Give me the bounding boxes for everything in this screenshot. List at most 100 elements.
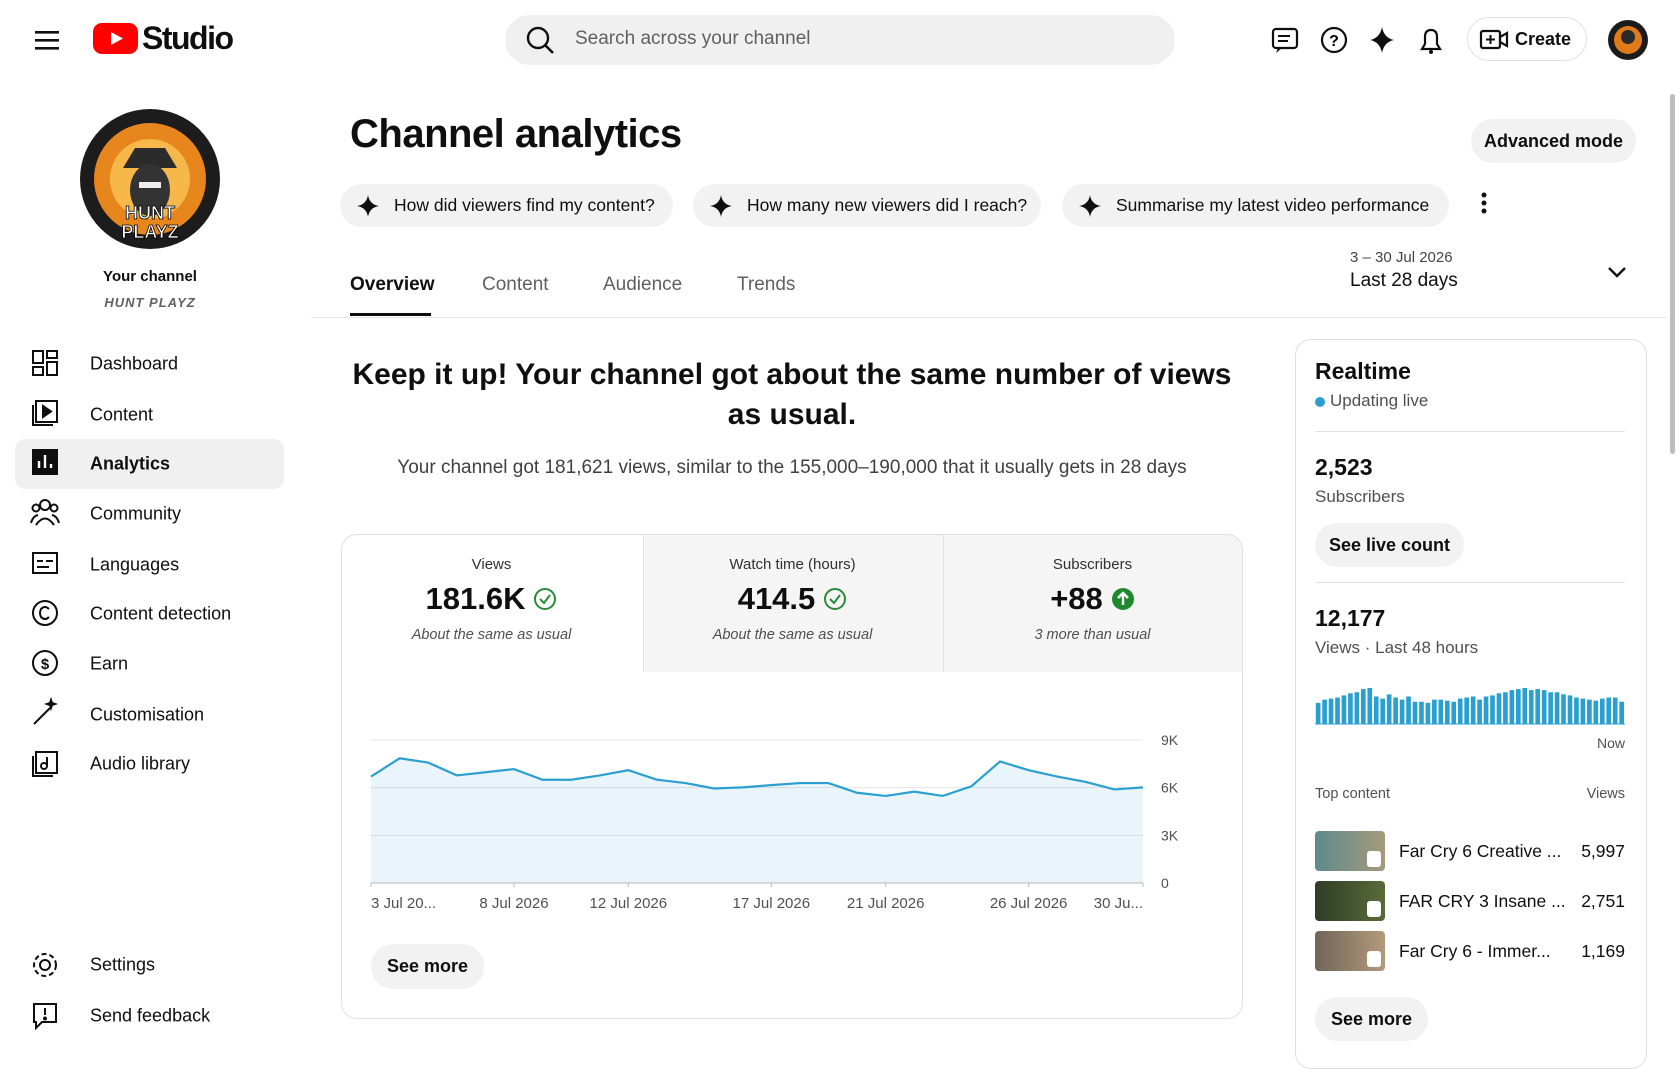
metric-tab[interactable]: Watch time (hours) 414.5 About the same as… bbox=[642, 534, 943, 671]
channel-name: HUNT PLAYZ bbox=[104, 295, 196, 310]
metric-note: About the same as usual bbox=[411, 627, 572, 643]
x-tick-label: 3 Jul 20... bbox=[371, 895, 436, 912]
logo-icon[interactable] bbox=[93, 23, 139, 55]
bar bbox=[1348, 693, 1353, 724]
shorts-badge bbox=[1367, 951, 1381, 967]
tab-underline bbox=[350, 313, 431, 316]
bar bbox=[1386, 694, 1392, 724]
tab[interactable]: Trends bbox=[737, 274, 796, 295]
realtime-status: Updating live bbox=[1330, 391, 1429, 410]
see-more-button[interactable]: See more bbox=[371, 944, 484, 989]
bar bbox=[1464, 697, 1469, 724]
bar bbox=[1444, 700, 1450, 724]
bar bbox=[1470, 696, 1476, 724]
create-icon bbox=[1479, 29, 1509, 50]
metric-tab[interactable]: Views 181.6K About the same as usual bbox=[341, 534, 642, 671]
suggestion-chip[interactable]: Summarise my latest video performance bbox=[1062, 184, 1449, 227]
top-content-item[interactable]: FAR CRY 3 Insane ... 2,751 bbox=[1315, 881, 1625, 921]
header-icons[interactable]: ? bbox=[1270, 25, 1450, 55]
advanced-mode-button[interactable]: Advanced mode bbox=[1471, 119, 1636, 163]
item-title: Far Cry 6 Creative ... bbox=[1399, 841, 1562, 861]
bar bbox=[1580, 698, 1586, 724]
bar bbox=[1554, 692, 1560, 724]
nav-item[interactable]: Send feedback bbox=[90, 1005, 211, 1026]
menu-icon[interactable] bbox=[33, 28, 61, 52]
nav-item[interactable]: Languages bbox=[90, 554, 180, 575]
nav-item[interactable]: Community bbox=[90, 503, 182, 524]
bar bbox=[1406, 696, 1411, 724]
bar bbox=[1412, 701, 1418, 724]
metric-divider bbox=[943, 535, 944, 672]
nav-item[interactable]: Audio library bbox=[90, 753, 191, 774]
bar bbox=[1567, 695, 1573, 724]
tab-divider bbox=[311, 317, 1666, 318]
tab[interactable]: Audience bbox=[603, 274, 683, 295]
bar bbox=[1509, 690, 1515, 724]
search-box[interactable] bbox=[505, 15, 1175, 65]
suggestion-chip[interactable]: How many new viewers did I reach? bbox=[693, 184, 1041, 227]
chip-label: How many new viewers did I reach? bbox=[747, 195, 1028, 215]
y-tick-label: 3K bbox=[1161, 827, 1179, 843]
tab[interactable]: Overview bbox=[350, 274, 435, 295]
item-views: 1,169 bbox=[1581, 941, 1625, 961]
create-label[interactable]: Create bbox=[1515, 29, 1572, 49]
nav-item[interactable]: Settings bbox=[90, 954, 156, 975]
nav-item[interactable]: Content bbox=[90, 404, 154, 425]
date-period[interactable]: Last 28 days bbox=[1350, 270, 1458, 291]
svg-text:$: $ bbox=[41, 656, 50, 673]
nav-item[interactable]: Customisation bbox=[90, 704, 205, 725]
app-name[interactable]: Studio bbox=[142, 20, 234, 56]
check-icon bbox=[824, 588, 847, 610]
bar bbox=[1419, 701, 1424, 724]
channel-avatar[interactable]: HUNT PLAYZ bbox=[79, 108, 221, 250]
see-more-button[interactable]: See more bbox=[1315, 997, 1428, 1041]
account-avatar[interactable] bbox=[1607, 19, 1649, 61]
bar bbox=[1503, 692, 1508, 724]
sparkle-icon bbox=[710, 194, 732, 217]
top-content-item[interactable]: Far Cry 6 Creative ... 5,997 bbox=[1315, 831, 1625, 871]
line bbox=[370, 757, 1144, 798]
bar bbox=[1606, 697, 1612, 724]
footer-icons bbox=[33, 953, 57, 1031]
bar bbox=[1425, 702, 1431, 724]
bar bbox=[1354, 692, 1360, 724]
x-tick-label: 30 Ju... bbox=[1094, 895, 1143, 912]
nav-item[interactable]: Earn bbox=[90, 653, 129, 674]
channel-label: Your channel bbox=[103, 268, 197, 285]
x-tick-label: 8 Jul 2026 bbox=[479, 895, 548, 912]
create-button[interactable] bbox=[1467, 17, 1587, 61]
bar bbox=[1367, 688, 1373, 724]
shorts-badge bbox=[1367, 851, 1381, 867]
bar bbox=[1619, 701, 1624, 724]
date-range[interactable]: 3 – 30 Jul 2026 bbox=[1350, 249, 1453, 266]
subscribers-value: 2,523 bbox=[1315, 454, 1373, 480]
scrollbar-thumb[interactable] bbox=[1670, 94, 1675, 454]
nav-item[interactable]: Content detection bbox=[90, 603, 232, 624]
nav-item[interactable]: Analytics bbox=[90, 453, 171, 474]
x-tick-label: Now bbox=[1597, 735, 1625, 751]
chevron-down[interactable] bbox=[1606, 264, 1628, 280]
nav-icons: $ bbox=[30, 350, 60, 777]
bar bbox=[1599, 698, 1605, 724]
top-content-item[interactable]: Far Cry 6 - Immer... 1,169 bbox=[1315, 931, 1625, 971]
nav-item[interactable]: Dashboard bbox=[90, 353, 179, 374]
page-title: Channel analytics bbox=[350, 112, 682, 156]
metric-label: Views bbox=[471, 556, 512, 573]
suggestion-chip[interactable]: How did viewers find my content? bbox=[340, 184, 673, 227]
search-icon[interactable] bbox=[524, 24, 556, 56]
more-icon[interactable] bbox=[1478, 192, 1490, 216]
metric-value-row: 414.5 bbox=[642, 581, 943, 617]
bar bbox=[1328, 698, 1334, 724]
svg-text:?: ? bbox=[1329, 33, 1339, 50]
bar bbox=[1341, 695, 1347, 724]
metric-divider bbox=[643, 535, 644, 672]
up-icon bbox=[1111, 588, 1134, 610]
area-fill bbox=[371, 758, 1143, 883]
bar bbox=[1432, 699, 1437, 724]
metric-tab[interactable]: Subscribers +88 3 more than usual bbox=[942, 534, 1243, 671]
tab[interactable]: Content bbox=[482, 274, 549, 295]
see-live-count-button[interactable]: See live count bbox=[1315, 523, 1464, 567]
bar bbox=[1373, 696, 1379, 724]
metric-note: 3 more than usual bbox=[1034, 627, 1151, 643]
